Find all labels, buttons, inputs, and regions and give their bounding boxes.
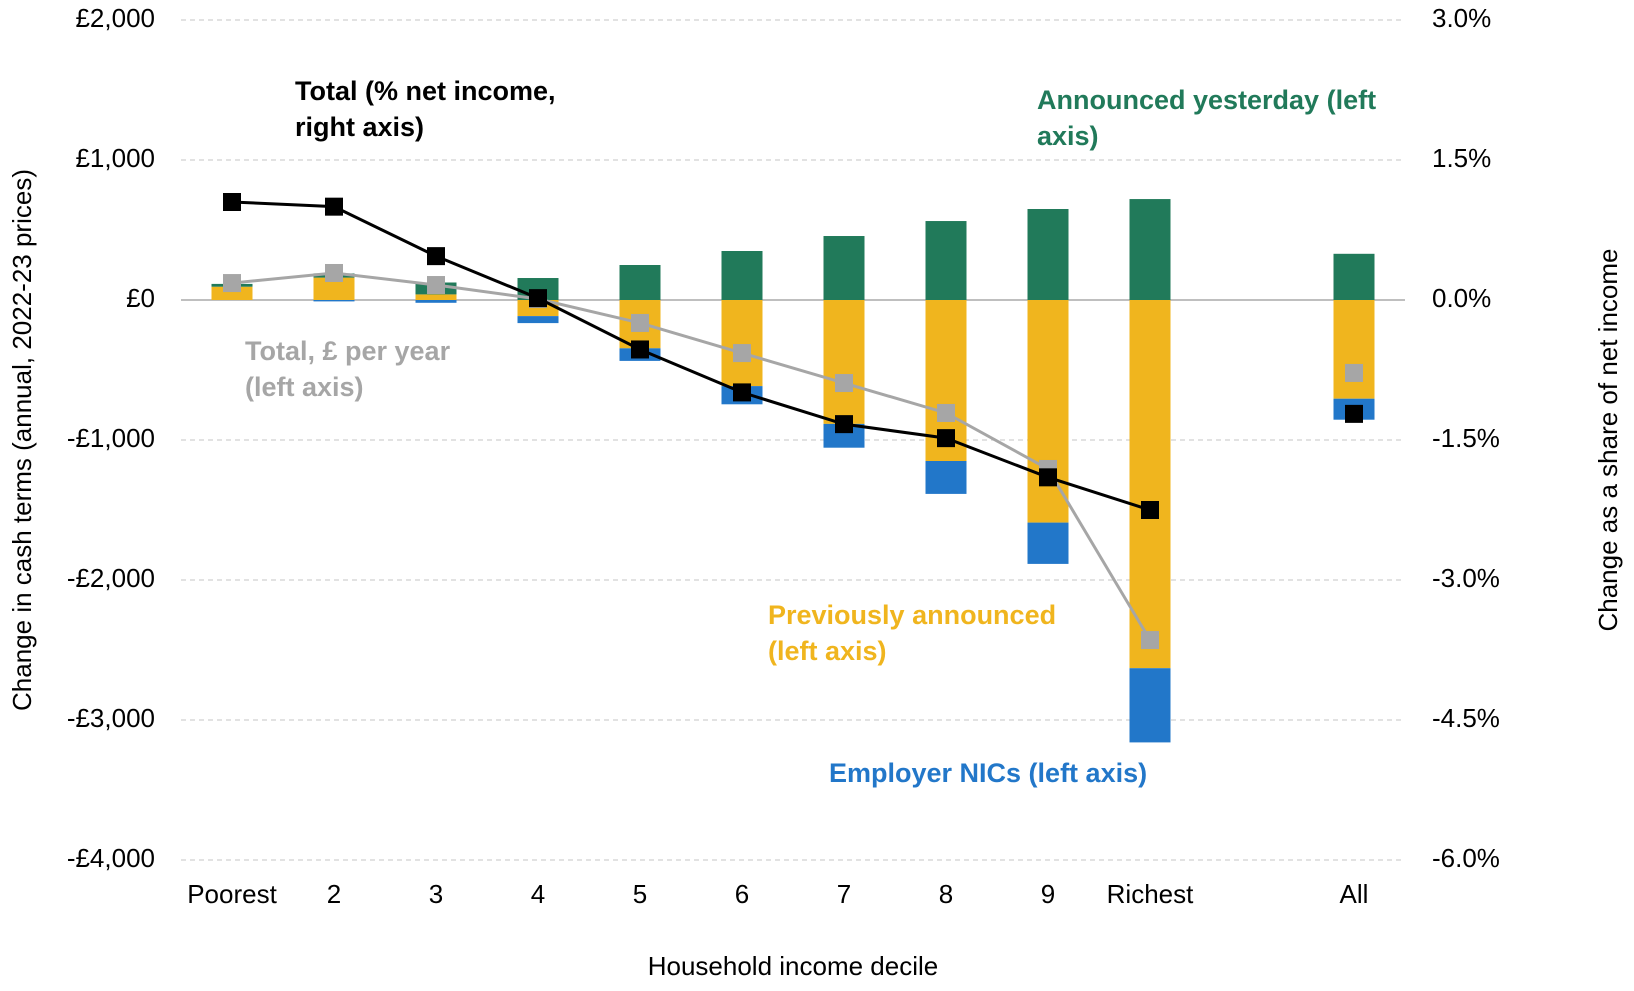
line-marker (325, 197, 343, 216)
x-tick-label: 8 (939, 879, 953, 909)
line-marker (223, 274, 241, 293)
x-tick-label: 7 (837, 879, 851, 909)
line-marker (937, 429, 955, 448)
bar-segment (1027, 300, 1069, 523)
bar-segment (1027, 209, 1069, 300)
y-tick-label: -£1,000 (67, 423, 155, 453)
x-tick-label: 3 (429, 879, 443, 909)
line-marker (835, 415, 853, 434)
bar-segment (823, 423, 865, 448)
line-marker (1141, 501, 1159, 519)
x-tick-label: 5 (633, 879, 647, 909)
y2-tick-label: -1.5% (1432, 423, 1500, 453)
y2-tick-label: 3.0% (1432, 3, 1491, 33)
y-tick-label: £0 (126, 283, 155, 313)
x-tick-label: Poorest (187, 879, 277, 909)
bar-segment (925, 461, 967, 494)
line-marker (529, 289, 547, 308)
bar-segment (415, 294, 457, 300)
bar-segment (823, 300, 865, 424)
line-marker (325, 263, 343, 282)
line-marker (733, 383, 751, 402)
y2-axis-title: Change as a share of net income (1593, 248, 1623, 631)
line-marker (427, 276, 445, 295)
bar-segment (313, 277, 355, 300)
series-label: Employer NICs (left axis) (829, 758, 1148, 788)
bar-segment (925, 221, 967, 300)
bar-segment (1129, 199, 1171, 300)
x-axis-title: Household income decile (648, 951, 939, 981)
line (232, 273, 1354, 640)
line-marker (631, 313, 649, 332)
x-tick-label: 9 (1041, 879, 1055, 909)
line-marker (427, 247, 445, 266)
bar-segment (1333, 253, 1375, 300)
line-marker (835, 374, 853, 393)
bar-segment (517, 316, 559, 324)
y-tick-label: -£3,000 (67, 703, 155, 733)
x-tick-label: 2 (327, 879, 341, 909)
bar-segment (823, 236, 865, 300)
bar-segment (1129, 300, 1171, 669)
line-marker (733, 344, 751, 363)
y2-tick-label: 0.0% (1432, 283, 1491, 313)
x-tick-label: 6 (735, 879, 749, 909)
y2-tick-label: -6.0% (1432, 843, 1500, 873)
bar-segment (721, 300, 763, 387)
x-tick-label: Richest (1107, 879, 1194, 909)
y-tick-label: -£4,000 (67, 843, 155, 873)
bar-segment (415, 300, 457, 303)
y-tick-label: £1,000 (75, 143, 155, 173)
bar-segment (721, 251, 763, 300)
x-tick-label: 4 (531, 879, 545, 909)
y2-tick-label: 1.5% (1432, 143, 1491, 173)
x-tick-label: All (1340, 879, 1369, 909)
bar-segment (1129, 668, 1171, 743)
line-marker (223, 193, 241, 211)
series-label: Previously announced (left axis) (768, 600, 1057, 666)
bar-segment (1027, 522, 1069, 564)
y-axis-title: Change in cash terms (annual, 2022-23 pr… (7, 169, 37, 711)
series-label: Total (% net income, right axis) (295, 76, 556, 142)
y-tick-label: -£2,000 (67, 563, 155, 593)
series-label: Announced yesterday (left axis) (1037, 85, 1377, 151)
y2-tick-label: -4.5% (1432, 703, 1500, 733)
line-marker (1345, 404, 1363, 423)
series-label: Total, £ per year (left axis) (245, 336, 451, 402)
y-tick-label: £2,000 (75, 3, 155, 33)
line-marker (1345, 363, 1363, 382)
bar-segment (313, 300, 355, 302)
line-marker (1039, 468, 1057, 487)
line-marker (937, 403, 955, 422)
bar-segment (619, 265, 661, 300)
bar-segment (1333, 300, 1375, 399)
y2-tick-label: -3.0% (1432, 563, 1500, 593)
line-marker (631, 340, 649, 359)
line-marker (1141, 631, 1159, 650)
bar-segment (211, 286, 253, 300)
